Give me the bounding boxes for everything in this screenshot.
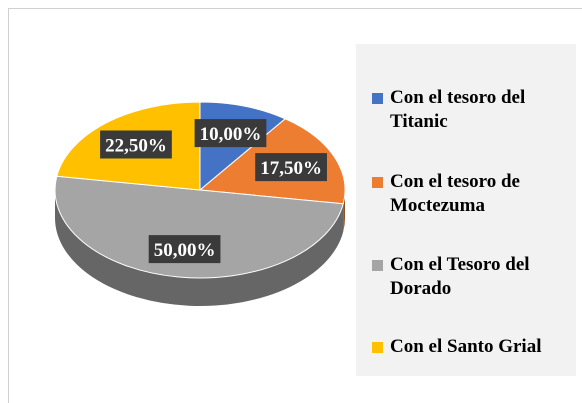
legend-swatch: [372, 260, 383, 271]
legend-entry: Con el Tesoro del Dorado: [372, 253, 572, 301]
data-label: 17,50%: [255, 153, 327, 182]
data-label-box: [100, 130, 172, 159]
chart-frame: [8, 8, 582, 403]
data-label-box: [255, 153, 327, 182]
legend-label: Con el Tesoro del Dorado: [390, 254, 530, 299]
pie-slice: [54, 175, 344, 279]
pie-side: [55, 190, 344, 306]
data-label-text: 50,00%: [154, 240, 216, 261]
data-label-text: 10,00%: [200, 124, 262, 145]
legend-entry: Con el tesoro de Moctezuma: [372, 170, 572, 218]
data-label: 10,00%: [194, 119, 267, 148]
data-label-box: [148, 235, 221, 264]
data-label-text: 22,50%: [105, 135, 167, 156]
legend: Con el tesoro del Titanic Con el tesoro d…: [356, 44, 576, 376]
pie-side: [343, 190, 345, 232]
chart: 10,00% 17,50% 50,00% 22,50%: [54, 101, 346, 306]
data-label: 50,00%: [148, 235, 221, 264]
legend-entry: Con el Santo Grial: [372, 335, 572, 359]
legend-label: Con el tesoro del Titanic: [390, 87, 526, 132]
legend-swatch: [372, 93, 383, 104]
data-label: 22,50%: [100, 130, 172, 159]
legend-swatch: [372, 342, 383, 353]
legend-swatch: [372, 177, 383, 188]
data-label-box: [194, 119, 267, 148]
legend-label: Con el tesoro de Moctezuma: [390, 171, 520, 216]
legend-entry: Con el tesoro del Titanic: [372, 86, 572, 134]
legend-label: Con el Santo Grial: [390, 336, 542, 357]
data-label-text: 17,50%: [260, 158, 322, 179]
